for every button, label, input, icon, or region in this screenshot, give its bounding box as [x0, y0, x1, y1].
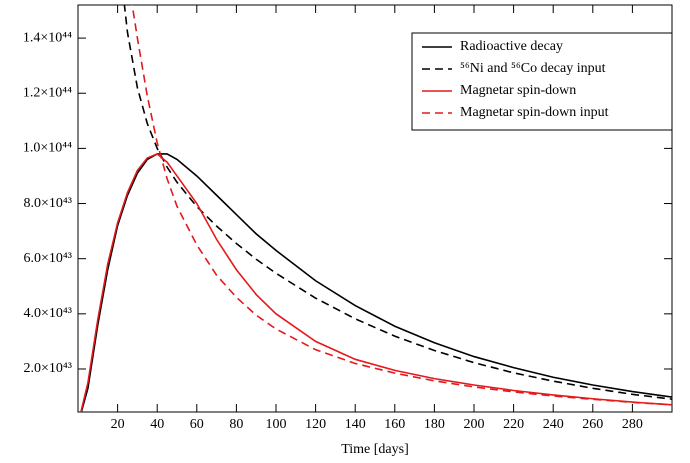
- y-tick-label: 2.0×10⁴³: [24, 361, 72, 376]
- x-axis-label: Time [days]: [341, 442, 409, 457]
- y-tick-label: 6.0×10⁴³: [24, 251, 72, 266]
- x-tick-label: 120: [305, 417, 326, 432]
- x-tick-label: 280: [622, 417, 643, 432]
- x-tick-label: 160: [384, 417, 405, 432]
- series-line: [123, 5, 672, 400]
- y-tick-label: 1.4×10⁴⁴: [23, 30, 72, 45]
- series-line: [80, 153, 672, 412]
- x-tick-label: 60: [190, 417, 204, 432]
- x-tick-label: 40: [150, 417, 164, 432]
- x-tick-label: 240: [543, 417, 564, 432]
- legend-box: [411, 32, 673, 131]
- x-tick-label: 100: [266, 417, 287, 432]
- y-tick-label: 1.0×10⁴⁴: [23, 141, 72, 156]
- x-tick-label: 260: [582, 417, 603, 432]
- legend-label: Magnetar spin-down: [460, 83, 576, 98]
- y-tick-label: 8.0×10⁴³: [24, 196, 72, 211]
- series-line: [131, 5, 672, 406]
- x-tick-label: 20: [111, 417, 125, 432]
- x-tick-label: 200: [464, 417, 485, 432]
- legend-label: Magnetar spin-down input: [460, 105, 609, 120]
- legend-label: Radioactive decay: [460, 39, 563, 54]
- legend-label: ⁵⁶Ni and ⁵⁶Co decay input: [460, 61, 606, 76]
- y-tick-label: 4.0×10⁴³: [24, 306, 72, 321]
- x-tick-label: 180: [424, 417, 445, 432]
- plot-frame: [77, 4, 673, 413]
- plot-lines: [80, 5, 672, 412]
- x-tick-label: 80: [229, 417, 243, 432]
- y-tick-label: 1.2×10⁴⁴: [23, 85, 72, 100]
- x-tick-label: 140: [345, 417, 366, 432]
- x-tick-label: 220: [503, 417, 524, 432]
- series-line: [80, 152, 672, 412]
